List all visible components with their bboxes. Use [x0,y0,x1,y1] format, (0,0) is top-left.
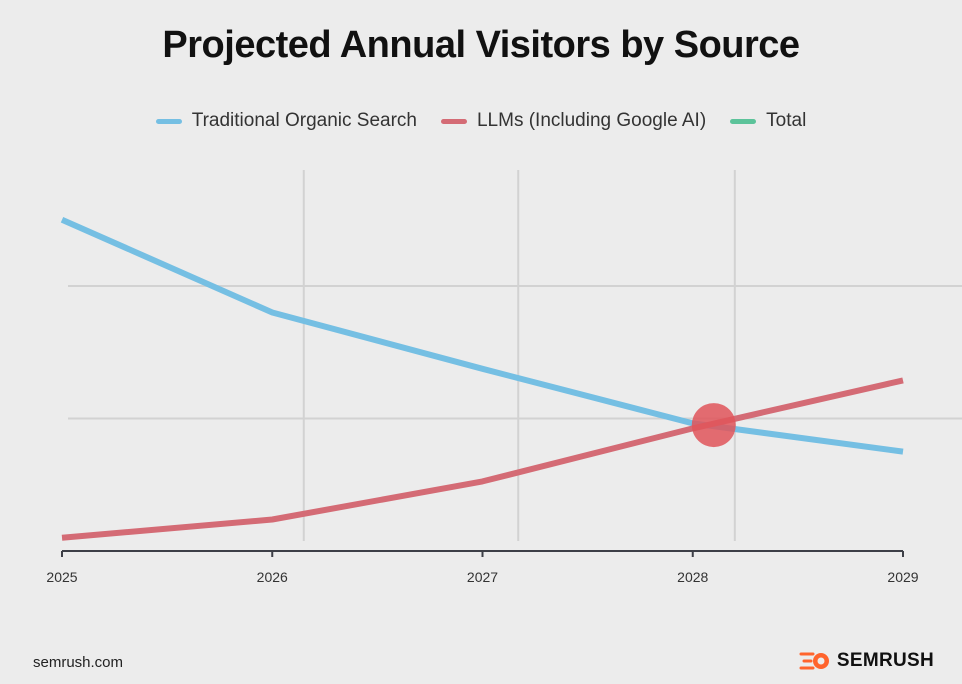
chart-title: Projected Annual Visitors by Source [162,24,800,66]
legend-item-llms: LLMs (Including Google AI) [440,110,707,132]
brand-name: SEMRUSH [836,650,934,671]
legend-label-organic: Traditional Organic Search [191,110,417,131]
legend-label-total: Total [766,110,807,131]
crossover-point-marker [691,403,736,448]
legend-item-organic: Traditional Organic Search [155,110,417,132]
series-line-llms-including-google-ai [61,377,904,541]
legend-swatch-organic [155,118,182,124]
legend-label-llms: LLMs (Including Google AI) [476,110,707,131]
x-tick-label-2025: 2025 [46,569,77,585]
x-tick-label-2026: 2026 [257,569,288,585]
flame-icon [799,652,829,670]
brand-logo: SEMRUSH [799,650,934,672]
legend-item-total: Total [730,110,806,132]
x-tick-label-2027: 2027 [467,569,498,585]
x-tick-label-2028: 2028 [677,569,708,585]
legend-swatch-llms [440,118,467,124]
legend: Traditional Organic Search LLMs (Includi… [0,110,962,132]
x-tick-label-2029: 2029 [887,569,918,585]
legend-swatch-total [730,118,757,124]
series-line-traditional-organic-search [60,216,904,455]
source-site: semrush.com [33,654,124,671]
